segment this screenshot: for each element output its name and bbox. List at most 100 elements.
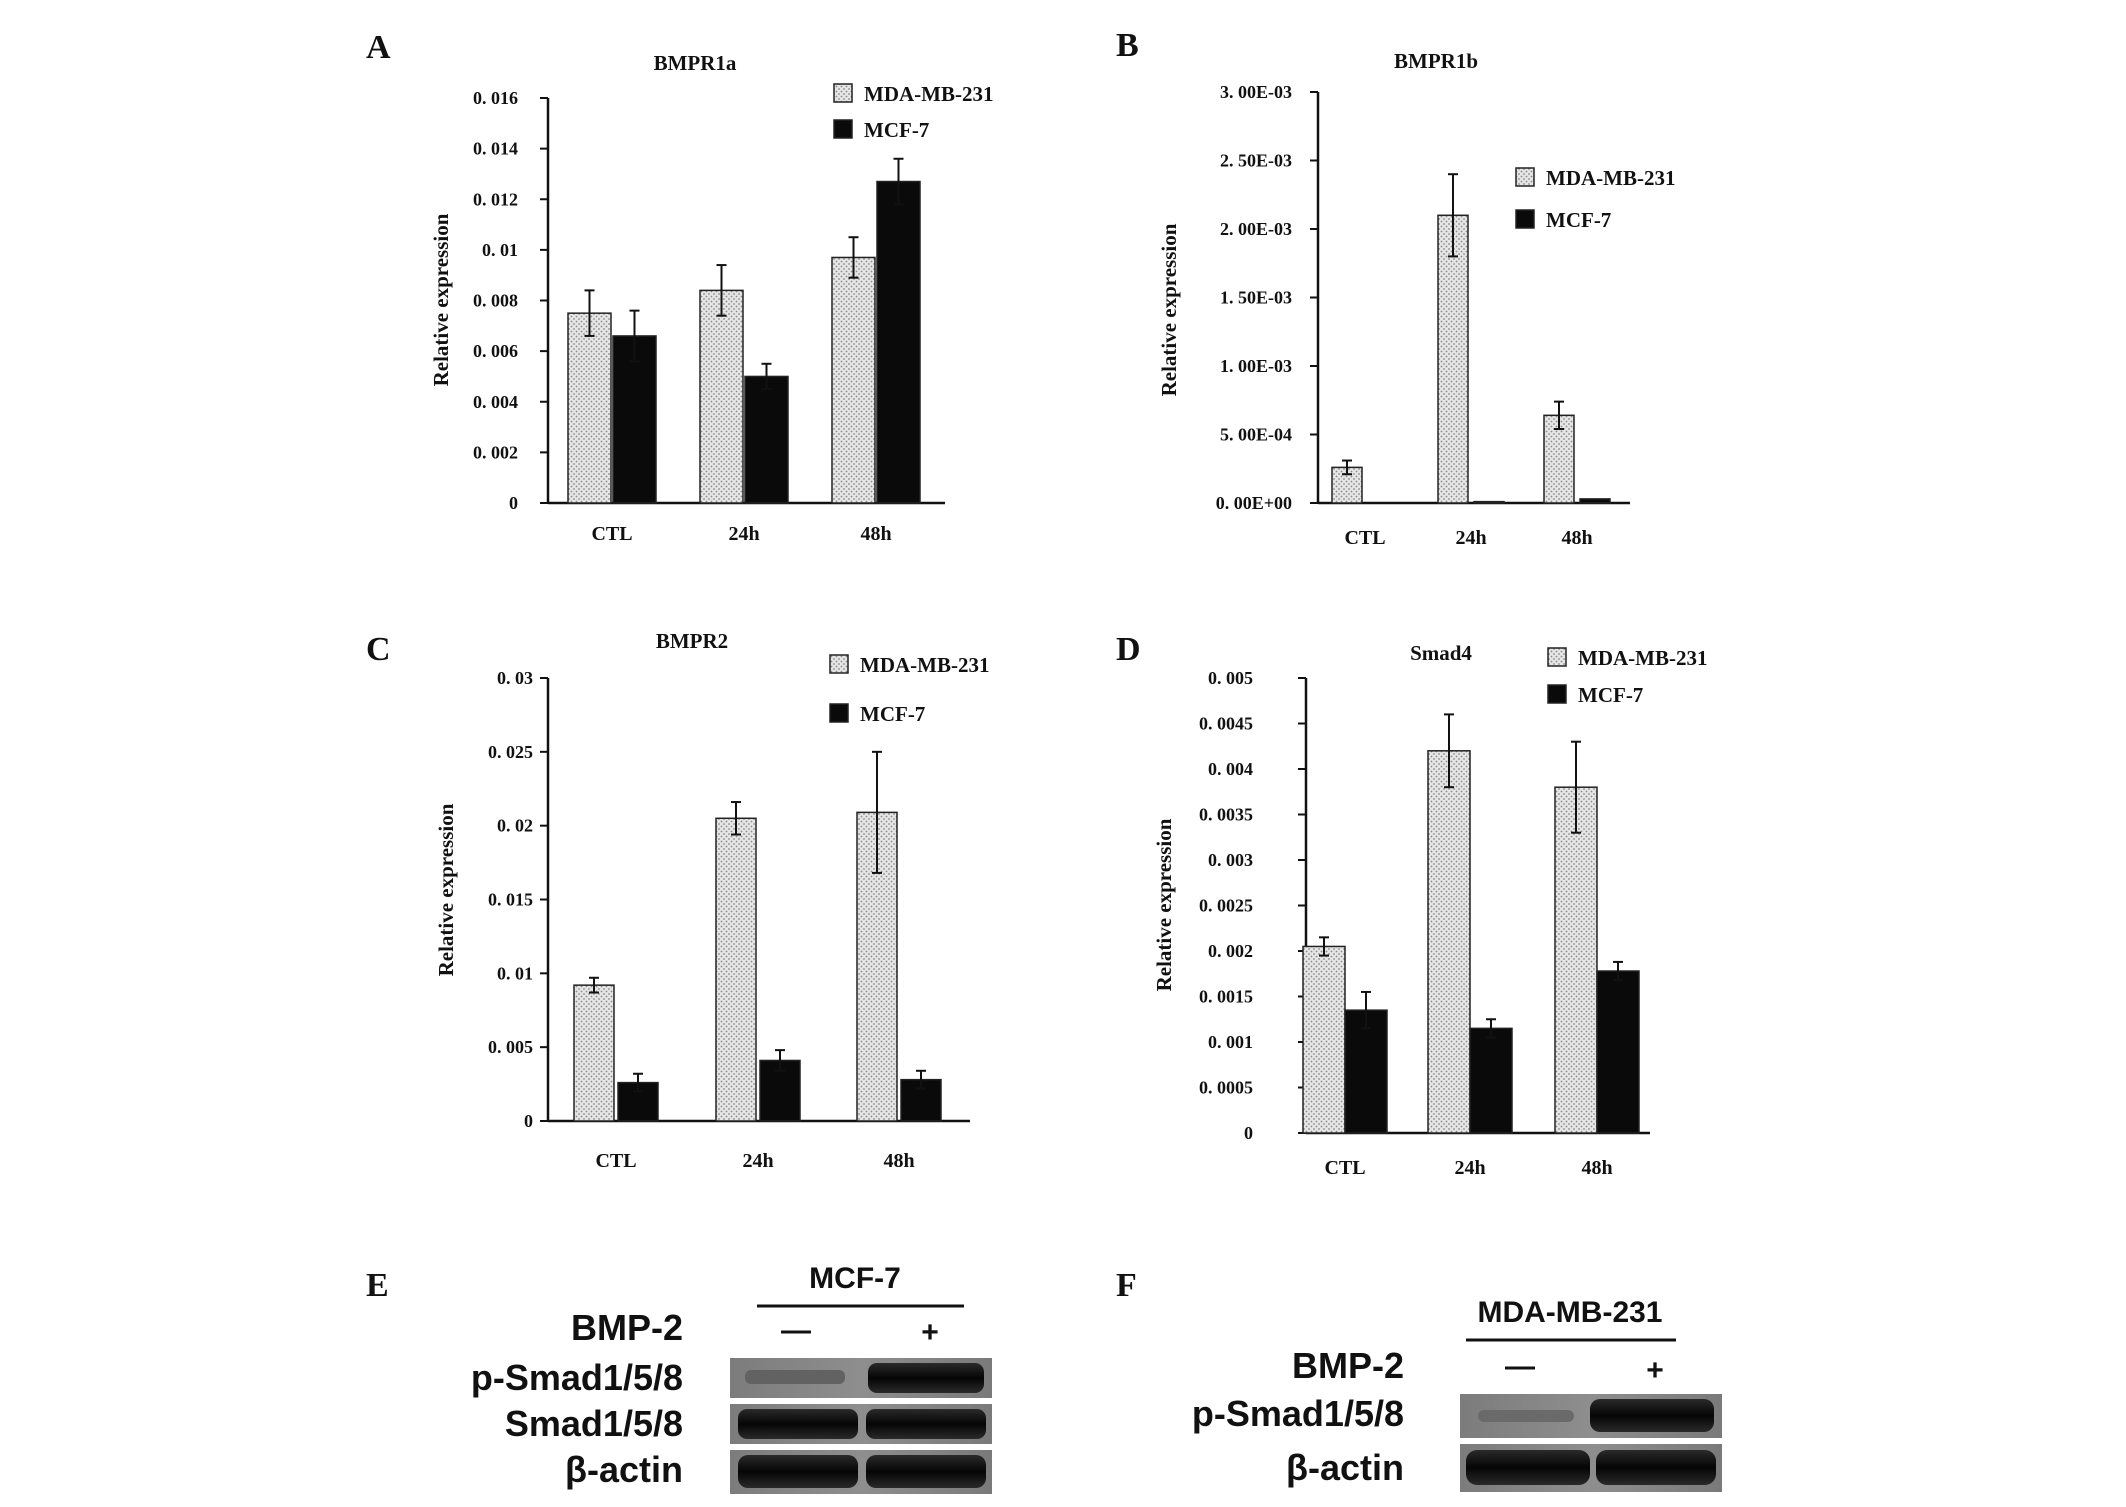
- bar-mcf-7: [1596, 970, 1640, 1134]
- x-tick-label: 24h: [742, 1150, 773, 1172]
- bar-mda-mb-231: [1437, 214, 1469, 504]
- bar-mcf-7: [1473, 500, 1505, 504]
- y-axis-title: Relative expression: [429, 213, 453, 386]
- chart-smad4: Smad4 Relative expression 0 0. 0005 0. 001 0.…: [1152, 641, 1707, 1179]
- legend-swatch-mda-mb-231: [1515, 167, 1535, 187]
- bar-mcf-7: [1344, 1009, 1388, 1134]
- chart-bmpr2: BMPR2 Relative expression 0 0. 005 0. 01 0. 0…: [434, 629, 989, 1172]
- bar-mda-mb-231: [567, 312, 612, 504]
- y-tick-label: 0: [1244, 1123, 1253, 1143]
- x-tick-label: CTL: [1324, 1157, 1365, 1179]
- legend-swatch-mda-mb-231: [1547, 647, 1567, 667]
- legend-swatch-mcf-7: [1515, 209, 1535, 229]
- legend-swatch-mcf-7: [1547, 684, 1567, 704]
- y-tick-label: 0. 008: [473, 291, 518, 311]
- y-tick-label: 1. 50E-03: [1220, 288, 1292, 308]
- y-tick-label: 0. 004: [473, 392, 518, 412]
- y-tick-label: 1. 00E-03: [1220, 356, 1292, 376]
- blot-e-strip-smad: [730, 1404, 992, 1444]
- blot-panel-e: E MCF-7 BMP-2 — + p-Smad1/5/8 Smad1/5/8 …: [366, 1262, 992, 1494]
- blot-f-band-psmad-minus: [1478, 1410, 1574, 1422]
- blot-panel-f: F MDA-MB-231 BMP-2 — + p-Smad1/5/8 β-act…: [1116, 1267, 1722, 1492]
- y-tick-label: 0. 0025: [1199, 896, 1253, 916]
- blot-f-band-psmad-plus: [1590, 1399, 1714, 1432]
- bar-mda-mb-231: [1427, 750, 1471, 1134]
- legend-label-mcf-7: MCF-7: [860, 702, 925, 726]
- chart-title: BMPR2: [656, 629, 728, 653]
- x-tick-label: 48h: [1581, 1157, 1612, 1179]
- x-tick-label: 24h: [1455, 527, 1486, 549]
- y-tick-label: 0. 0035: [1199, 805, 1253, 825]
- blot-e-band-psmad-plus: [868, 1363, 984, 1393]
- legend-label-mcf-7: MCF-7: [864, 118, 929, 142]
- x-tick-label: CTL: [595, 1150, 636, 1172]
- y-tick-label: 0. 002: [1208, 941, 1253, 961]
- legend-swatch-mcf-7: [829, 703, 849, 723]
- blot-f-strip-psmad: [1460, 1394, 1722, 1438]
- y-tick-label: 0. 002: [473, 442, 518, 462]
- blot-f-band-actin-plus: [1596, 1450, 1716, 1485]
- y-tick-label: 0. 016: [473, 88, 518, 108]
- x-tick-label: 24h: [1454, 1157, 1485, 1179]
- blot-f-strip-actin: [1460, 1444, 1722, 1492]
- panel-letter-f: F: [1116, 1267, 1137, 1304]
- y-tick-label: 0. 01: [482, 240, 518, 260]
- y-tick-label: 0. 014: [473, 139, 518, 159]
- y-tick-label: 2. 50E-03: [1220, 151, 1292, 171]
- bar-mcf-7: [1579, 498, 1611, 504]
- y-tick-label: 0. 012: [473, 189, 518, 209]
- chart-title: BMPR1b: [1394, 49, 1478, 73]
- blot-e-band-smad-plus: [866, 1409, 986, 1439]
- y-tick-label: 0. 02: [497, 816, 533, 836]
- legend-label-mcf-7: MCF-7: [1546, 208, 1611, 232]
- blot-e-band-actin-plus: [866, 1455, 986, 1488]
- blot-f-cell-line: MDA-MB-231: [1477, 1296, 1662, 1329]
- y-tick-label: 0: [524, 1111, 533, 1131]
- legend-swatch-mcf-7: [833, 119, 853, 139]
- x-tick-label: 48h: [860, 523, 891, 545]
- y-tick-label: 0. 015: [488, 890, 533, 910]
- y-tick-label: 0. 0005: [1199, 1078, 1253, 1098]
- blot-e-strip-psmad: [730, 1358, 992, 1398]
- x-tick-label: CTL: [591, 523, 632, 545]
- chart-title: Smad4: [1410, 641, 1472, 665]
- legend-label-mda-mb-231: MDA-MB-231: [1546, 166, 1675, 190]
- panel-letter-b: B: [1116, 27, 1139, 64]
- chart-bmpr1b: BMPR1b Relative expression 0. 00E+00 5. 00E…: [1157, 49, 1675, 549]
- blot-e-row-label-psmad: p-Smad1/5/8: [471, 1357, 683, 1398]
- blot-f-row-label-psmad: p-Smad1/5/8: [1192, 1393, 1404, 1434]
- y-tick-label: 0. 005: [1208, 668, 1253, 688]
- x-tick-label: 24h: [728, 523, 759, 545]
- y-axis-title: Relative expression: [1152, 818, 1176, 991]
- y-tick-label: 0. 005: [488, 1037, 533, 1057]
- x-tick-label: 48h: [1561, 527, 1592, 549]
- legend-label-mda-mb-231: MDA-MB-231: [864, 82, 993, 106]
- legend-swatch-mda-mb-231: [833, 83, 853, 103]
- blot-f-lane-minus: —: [1505, 1350, 1535, 1383]
- bar-mda-mb-231: [1302, 945, 1346, 1134]
- y-axis-title: Relative expression: [1157, 223, 1181, 396]
- y-tick-label: 0. 003: [1208, 850, 1253, 870]
- y-tick-label: 0: [509, 493, 518, 513]
- y-tick-label: 0. 0045: [1199, 714, 1253, 734]
- y-tick-label: 5. 00E-04: [1220, 425, 1292, 445]
- blot-e-band-actin-minus: [738, 1455, 858, 1488]
- panel-letter-d: D: [1116, 631, 1141, 668]
- panel-letter-e: E: [366, 1267, 389, 1304]
- legend-label-mda-mb-231: MDA-MB-231: [1578, 646, 1707, 670]
- blot-f-row-label-actin: β-actin: [1286, 1447, 1404, 1488]
- blot-e-cell-line: MCF-7: [809, 1262, 901, 1295]
- x-tick-label: CTL: [1344, 527, 1385, 549]
- y-tick-label: 0. 006: [473, 341, 518, 361]
- blot-f-band-actin-minus: [1466, 1450, 1590, 1485]
- blot-e-lane-plus: +: [921, 1316, 939, 1349]
- y-tick-label: 0. 025: [488, 742, 533, 762]
- bar-mda-mb-231: [699, 289, 744, 504]
- y-tick-label: 0. 01: [497, 963, 533, 983]
- y-tick-label: 3. 00E-03: [1220, 82, 1292, 102]
- legend-label-mda-mb-231: MDA-MB-231: [860, 653, 989, 677]
- chart-bmpr1a: BMPR1a Relative expression 0 0. 002 0. 004 0.…: [429, 51, 993, 545]
- chart-title: BMPR1a: [654, 51, 737, 75]
- bar-mcf-7: [612, 335, 657, 504]
